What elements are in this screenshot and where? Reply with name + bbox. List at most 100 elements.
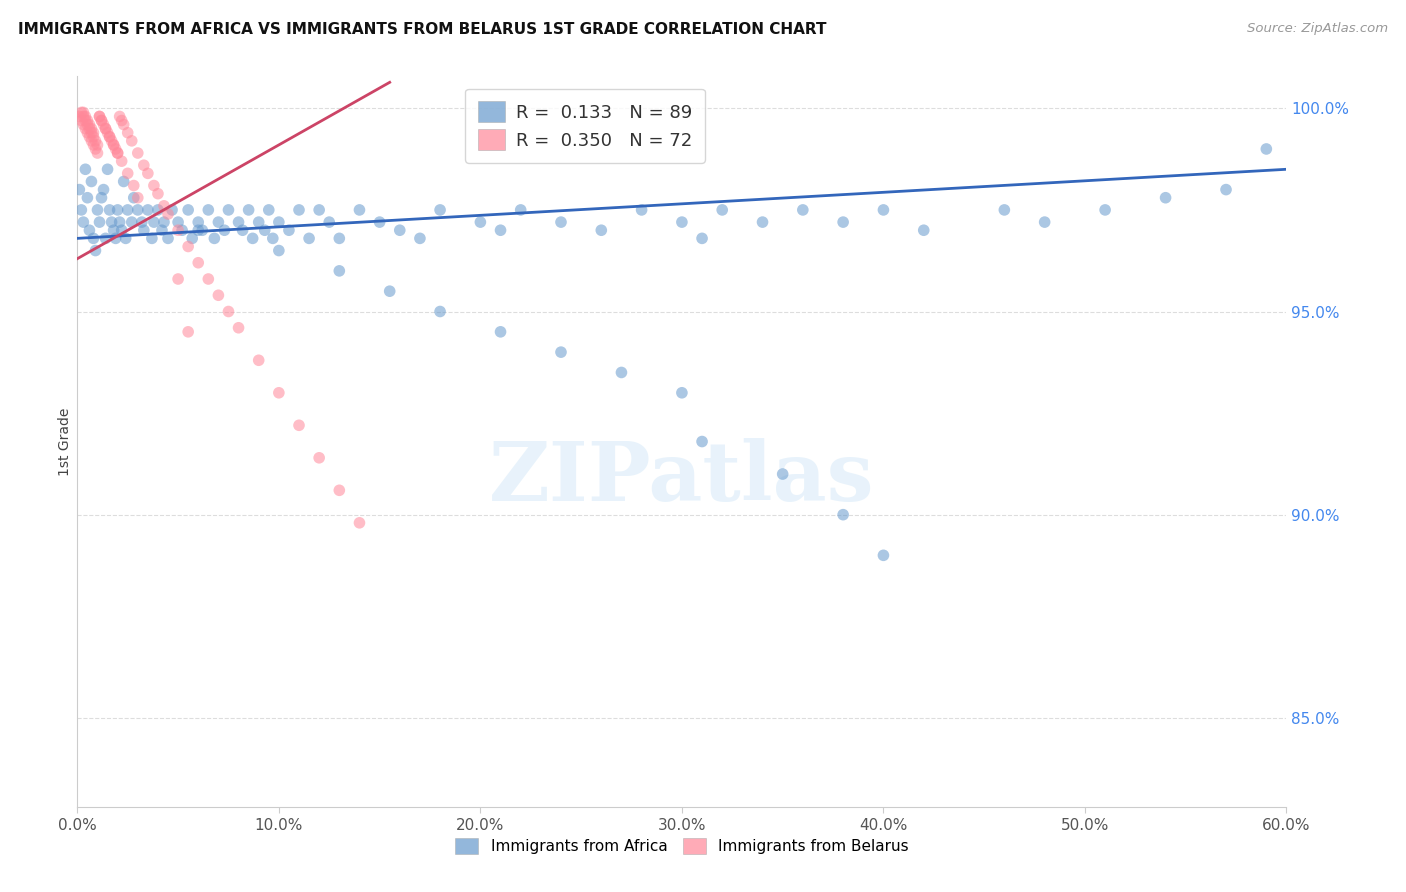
Point — [82, 129, 104, 144]
Point — [79, 121, 101, 136]
Point — [288, 202, 311, 217]
Point — [267, 385, 290, 400]
Point — [127, 146, 149, 161]
Text: ZIPatlas: ZIPatlas — [489, 438, 875, 518]
Point — [429, 304, 451, 318]
Legend: Immigrants from Africa, Immigrants from Belarus: Immigrants from Africa, Immigrants from … — [447, 830, 917, 862]
Point — [72, 105, 94, 120]
Point — [232, 223, 254, 237]
Point — [111, 154, 134, 169]
Point — [136, 166, 159, 180]
Point — [141, 231, 163, 245]
Point — [262, 231, 284, 245]
Point — [1154, 191, 1177, 205]
Point — [550, 345, 572, 359]
Point — [247, 215, 270, 229]
Point — [94, 231, 117, 245]
Point — [429, 202, 451, 217]
Y-axis label: 1st Grade: 1st Grade — [58, 408, 72, 475]
Point — [228, 215, 250, 229]
Point — [98, 129, 121, 144]
Text: IMMIGRANTS FROM AFRICA VS IMMIGRANTS FROM BELARUS 1ST GRADE CORRELATION CHART: IMMIGRANTS FROM AFRICA VS IMMIGRANTS FRO… — [18, 22, 827, 37]
Point — [75, 113, 97, 128]
Point — [177, 202, 200, 217]
Point — [610, 366, 633, 380]
Point — [267, 215, 290, 229]
Point — [489, 223, 512, 237]
Point — [308, 450, 330, 465]
Point — [100, 134, 122, 148]
Point — [218, 304, 240, 318]
Point — [136, 202, 159, 217]
Point — [103, 223, 125, 237]
Point — [86, 146, 108, 161]
Point — [1256, 142, 1278, 156]
Point — [872, 202, 894, 217]
Point — [80, 174, 103, 188]
Point — [153, 199, 176, 213]
Point — [349, 516, 371, 530]
Point — [378, 284, 401, 298]
Point — [75, 110, 97, 124]
Point — [96, 162, 118, 177]
Point — [107, 146, 129, 161]
Point — [72, 215, 94, 229]
Point — [108, 110, 131, 124]
Point — [349, 202, 371, 217]
Point — [142, 215, 165, 229]
Point — [93, 118, 115, 132]
Point — [157, 207, 180, 221]
Point — [67, 183, 90, 197]
Point — [82, 126, 104, 140]
Point — [160, 202, 183, 217]
Point — [100, 215, 122, 229]
Point — [872, 549, 894, 563]
Point — [591, 223, 613, 237]
Point — [121, 134, 143, 148]
Point — [76, 113, 98, 128]
Point — [132, 158, 155, 172]
Point — [132, 223, 155, 237]
Point — [103, 137, 125, 152]
Point — [84, 134, 107, 148]
Point — [228, 320, 250, 334]
Point — [690, 231, 713, 245]
Point — [80, 126, 103, 140]
Point — [94, 121, 117, 136]
Point — [751, 215, 773, 229]
Point — [70, 113, 93, 128]
Point — [107, 202, 129, 217]
Point — [76, 126, 98, 140]
Point — [257, 202, 280, 217]
Point — [267, 244, 290, 258]
Point — [89, 110, 111, 124]
Point — [187, 215, 209, 229]
Point — [67, 110, 90, 124]
Point — [993, 202, 1015, 217]
Point — [671, 215, 693, 229]
Point — [1215, 183, 1237, 197]
Point — [86, 137, 108, 152]
Point — [76, 118, 98, 132]
Point — [72, 110, 94, 124]
Point — [388, 223, 411, 237]
Point — [509, 202, 531, 217]
Point — [104, 231, 127, 245]
Point — [127, 202, 149, 217]
Point — [75, 121, 97, 136]
Point — [79, 129, 101, 144]
Point — [96, 126, 118, 140]
Point — [832, 215, 855, 229]
Point — [146, 186, 169, 201]
Point — [122, 178, 145, 193]
Point — [278, 223, 301, 237]
Point — [84, 142, 107, 156]
Point — [630, 202, 652, 217]
Point — [117, 126, 139, 140]
Point — [214, 223, 236, 237]
Point — [912, 223, 935, 237]
Point — [111, 113, 134, 128]
Point — [167, 215, 190, 229]
Point — [167, 223, 190, 237]
Point — [80, 121, 103, 136]
